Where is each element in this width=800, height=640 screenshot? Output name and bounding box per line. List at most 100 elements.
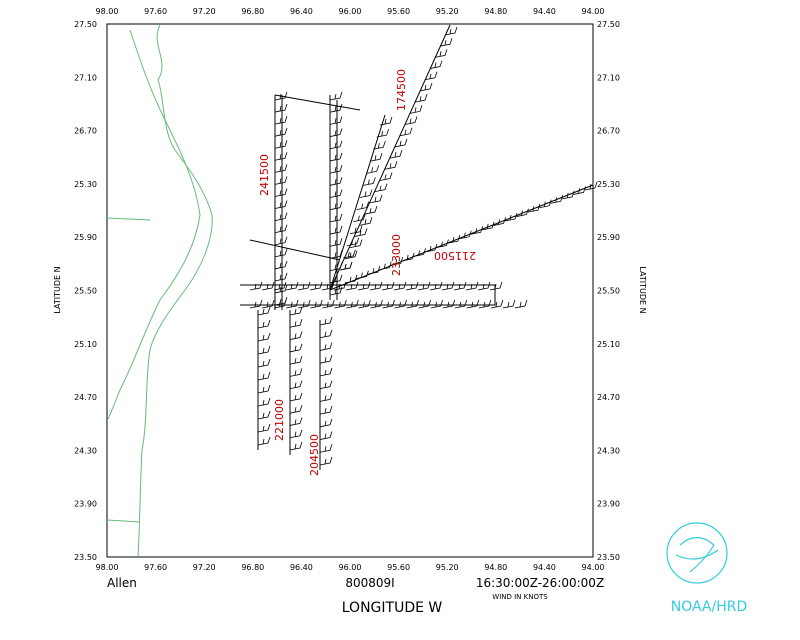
- wind-barb: [429, 60, 443, 69]
- wind-barb: [369, 153, 383, 162]
- top-label: 96.00: [339, 7, 362, 16]
- wind-barb: [424, 243, 438, 253]
- wind-barb: [366, 165, 380, 174]
- top-label: 94.00: [582, 7, 605, 16]
- wind-barb: [373, 141, 386, 150]
- wind-barb: [309, 281, 323, 291]
- wind-barb: [374, 183, 388, 193]
- wind-barb: [482, 221, 495, 231]
- wind-barb: [439, 38, 453, 47]
- wind-barb: [418, 299, 432, 309]
- top-label: 94.40: [533, 7, 556, 16]
- wind-barb: [319, 418, 333, 428]
- wind-barb: [289, 355, 303, 365]
- wind-barb: [257, 436, 271, 446]
- wind-barb: [298, 299, 311, 309]
- wind-barb: [363, 177, 376, 186]
- storm-name: Allen: [107, 576, 137, 590]
- wind-barb: [319, 329, 333, 339]
- wind-barb: [289, 392, 303, 402]
- wind-barb: [344, 250, 358, 260]
- wind-barb: [329, 104, 343, 113]
- time-label: 204500: [308, 434, 321, 476]
- right-label: 27.50: [597, 20, 620, 29]
- wind-barb: [322, 299, 335, 309]
- left-label: 24.30: [74, 446, 97, 455]
- left-label: 24.70: [74, 393, 97, 402]
- wind-barb: [357, 281, 371, 291]
- wind-barb: [329, 152, 343, 162]
- right-label: 23.50: [597, 553, 620, 562]
- time-label: 174500: [395, 69, 408, 111]
- left-label: 25.90: [74, 233, 97, 242]
- wind-barb: [257, 332, 271, 342]
- wind-barb: [504, 212, 518, 222]
- wind-barb: [257, 410, 271, 420]
- wind-barb: [249, 281, 263, 291]
- wind-barb: [333, 281, 347, 291]
- time-label: 221000: [273, 399, 286, 441]
- wind-barb: [289, 368, 303, 377]
- wind-barb: [409, 105, 423, 114]
- coastline: [137, 24, 213, 558]
- wind-barb: [413, 248, 426, 257]
- right-label: 25.50: [597, 287, 620, 296]
- wind-barb: [329, 262, 343, 272]
- right-label: 24.30: [597, 446, 620, 455]
- map-frame: [106, 23, 594, 558]
- logo-text: NOAA/HRD: [671, 599, 748, 615]
- top-label: 95.20: [436, 7, 459, 16]
- wind-barb: [414, 94, 428, 103]
- right-label: 25.30: [597, 180, 620, 189]
- wind-barb: [356, 270, 369, 279]
- wind-barb: [349, 225, 363, 235]
- flight-id: 800809I: [345, 576, 394, 590]
- bottom-label: 96.00: [339, 563, 362, 572]
- bottom-label: 95.20: [436, 563, 459, 572]
- wind-barb: [257, 358, 271, 368]
- left-label: 25.30: [74, 180, 97, 189]
- wind-barb: [274, 212, 288, 221]
- wind-barb: [249, 299, 263, 309]
- bottom-label: 97.20: [193, 563, 216, 572]
- top-label: 95.60: [387, 7, 410, 16]
- logo-bird: [675, 536, 719, 573]
- top-label: 97.20: [193, 7, 216, 16]
- wind-barb: [289, 380, 303, 390]
- wind-barb: [274, 140, 288, 149]
- wind-barb: [399, 127, 413, 137]
- wind-barb: [419, 82, 433, 92]
- wind-barb: [514, 299, 528, 309]
- bottom-label: 98.00: [96, 563, 119, 572]
- wind-barb: [274, 115, 288, 125]
- wind-barb: [434, 49, 448, 58]
- left-label: 27.10: [74, 73, 97, 82]
- top-label: 94.80: [484, 7, 507, 16]
- wind-barb: [274, 284, 288, 294]
- wind-barb: [358, 299, 371, 309]
- flight-tracks: [240, 24, 594, 470]
- time-label: 211500: [434, 249, 476, 262]
- wind-barb: [274, 152, 288, 161]
- left-label: 25.50: [74, 287, 97, 296]
- wind-barb: [477, 281, 491, 291]
- wind-barb: [370, 299, 383, 309]
- wind-barb: [261, 299, 275, 309]
- wind-barb: [470, 226, 484, 235]
- wind-barb: [345, 281, 359, 291]
- time-label: 233000: [390, 234, 403, 276]
- wind-barb: [379, 172, 393, 181]
- time-label: 241500: [258, 154, 271, 196]
- wind-barb: [274, 236, 288, 246]
- wind-barb: [297, 281, 311, 291]
- coastline-inner: [106, 29, 201, 421]
- wind-barb: [321, 281, 335, 291]
- wind-barb: [404, 116, 418, 125]
- wind-barb: [273, 281, 287, 291]
- wind-barb: [289, 441, 303, 451]
- top-label: 96.80: [241, 7, 264, 16]
- left-label: 27.50: [74, 20, 97, 29]
- right-label: 27.10: [597, 73, 620, 82]
- right-label: 23.90: [597, 500, 620, 509]
